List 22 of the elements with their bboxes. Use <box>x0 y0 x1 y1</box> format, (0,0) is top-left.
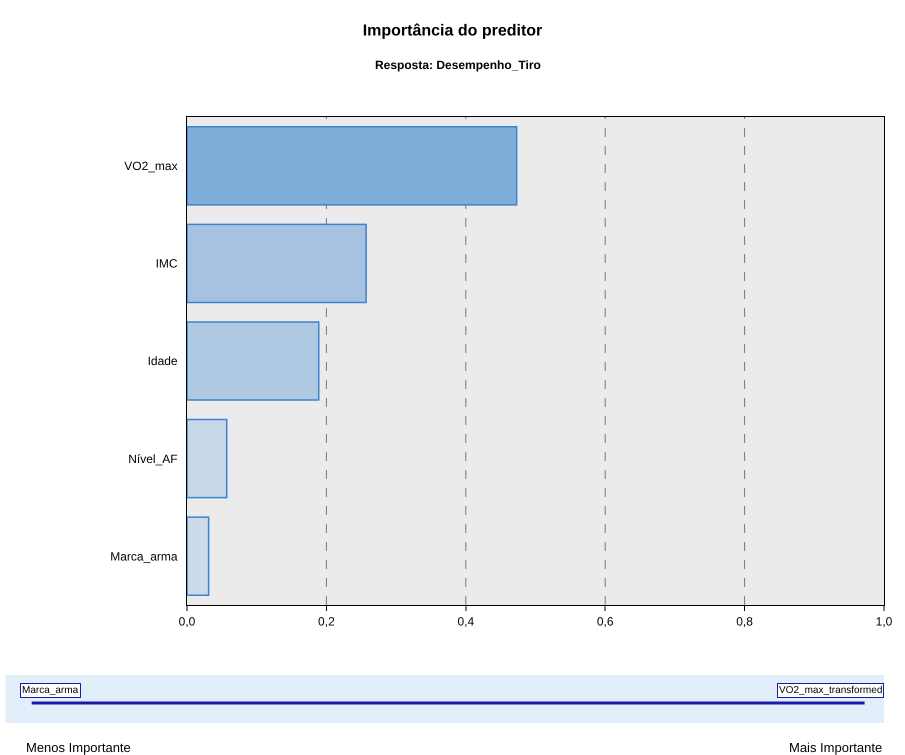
y-tick-label: Marca_arma <box>110 549 178 564</box>
y-tick-label: VO2_max <box>124 159 178 173</box>
bar <box>187 516 210 596</box>
x-tick-label: 0,8 <box>736 614 754 628</box>
bar <box>187 224 367 304</box>
x-tick-label: 0,2 <box>318 614 336 628</box>
x-tick-label: 1,0 <box>876 614 893 628</box>
y-tick-label: Idade <box>148 354 178 368</box>
bar <box>187 418 228 498</box>
y-tick-label: Nível_AF <box>128 452 178 466</box>
text: Marca_arma <box>22 685 79 696</box>
bar <box>187 126 518 206</box>
text: Menos Importante <box>26 740 131 755</box>
text: VO2_max_transformed <box>779 685 882 696</box>
y-tick-label: IMC <box>156 256 178 271</box>
text: Mais Importante <box>789 740 882 755</box>
x-tick-label: 0,6 <box>596 614 614 628</box>
x-tick-label: 0,4 <box>457 614 474 628</box>
x-tick-label: 0,0 <box>178 614 196 628</box>
chart-subtitle: Resposta: Desempenho_Tiro <box>375 58 541 72</box>
chart-title: Importância do preditor <box>362 22 542 40</box>
bar <box>187 321 320 401</box>
